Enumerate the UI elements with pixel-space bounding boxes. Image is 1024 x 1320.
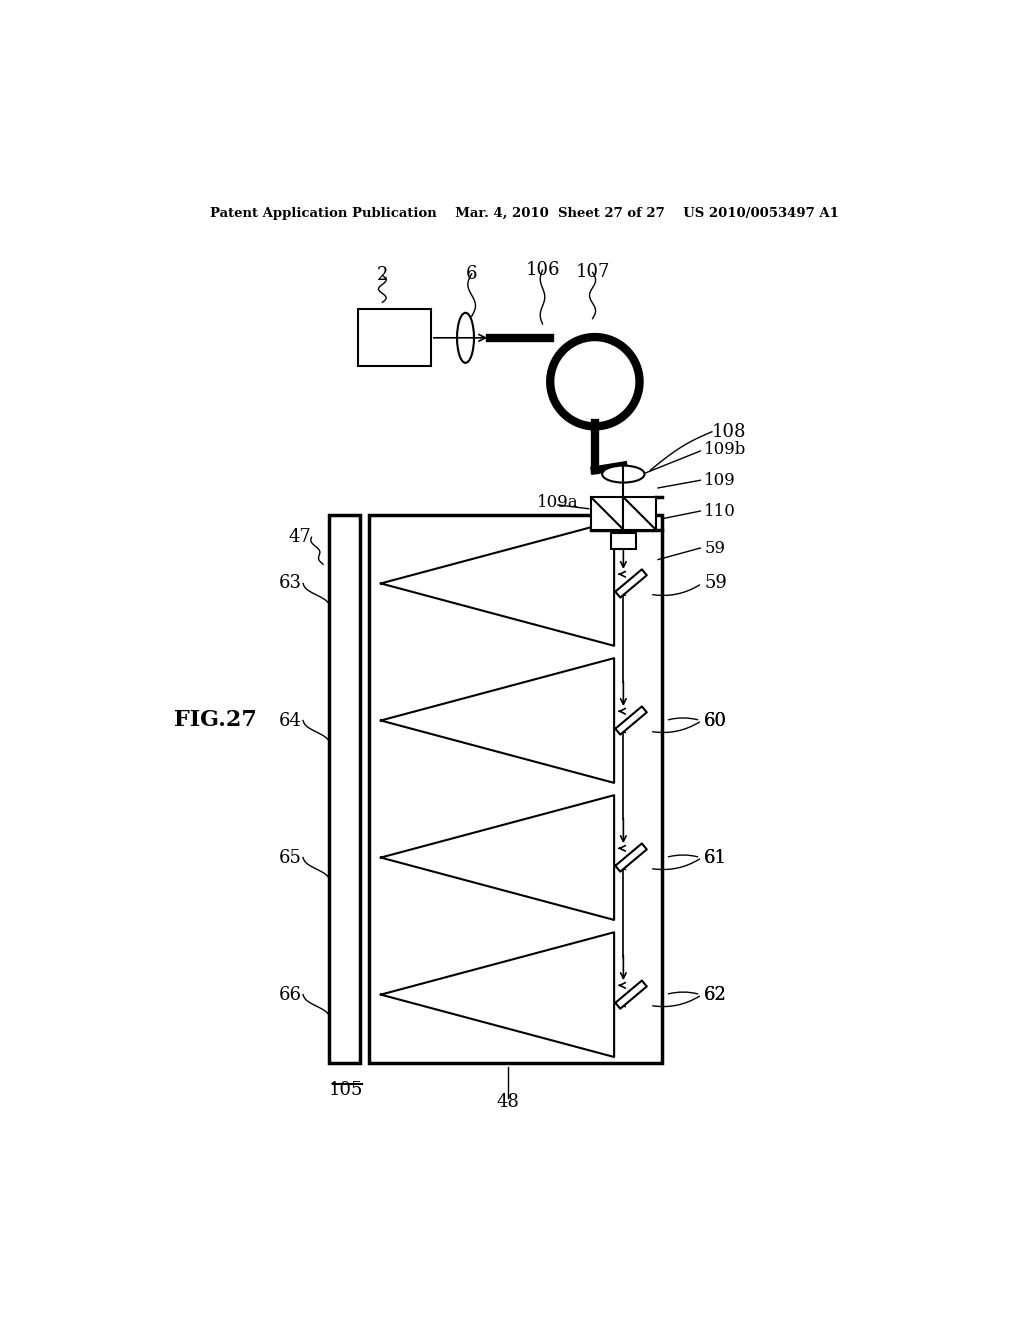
Text: 48: 48 <box>497 1093 519 1110</box>
Polygon shape <box>615 569 647 598</box>
Text: 110: 110 <box>705 503 736 520</box>
Text: 109a: 109a <box>538 494 579 511</box>
Text: Patent Application Publication    Mar. 4, 2010  Sheet 27 of 27    US 2010/005349: Patent Application Publication Mar. 4, 2… <box>210 207 840 220</box>
Polygon shape <box>615 706 647 735</box>
Bar <box>370 515 662 1063</box>
Text: 60: 60 <box>705 711 727 730</box>
Bar <box>624 498 655 529</box>
Bar <box>611 533 636 549</box>
Text: 105: 105 <box>329 1081 364 1100</box>
Text: 60: 60 <box>705 711 727 730</box>
Text: 59: 59 <box>705 574 727 593</box>
Bar <box>330 515 360 1063</box>
Polygon shape <box>615 981 647 1008</box>
Text: 61: 61 <box>705 849 727 866</box>
Polygon shape <box>615 843 647 871</box>
Text: 64: 64 <box>279 711 301 730</box>
Text: FIG.27: FIG.27 <box>174 710 257 731</box>
Text: 108: 108 <box>712 422 746 441</box>
Text: 66: 66 <box>279 986 301 1003</box>
Bar <box>591 498 624 529</box>
Text: 59: 59 <box>705 540 725 557</box>
Text: 109: 109 <box>705 471 736 488</box>
Text: 62: 62 <box>705 986 727 1003</box>
Text: 109b: 109b <box>705 441 746 458</box>
Text: 61: 61 <box>705 849 727 866</box>
Text: 62: 62 <box>705 986 727 1003</box>
Text: 63: 63 <box>279 574 301 593</box>
Text: 65: 65 <box>279 849 301 866</box>
Text: 47: 47 <box>289 528 311 546</box>
Text: 6: 6 <box>466 265 477 282</box>
Ellipse shape <box>602 466 644 483</box>
Bar <box>357 309 431 367</box>
Ellipse shape <box>457 313 474 363</box>
Text: 2: 2 <box>377 267 388 284</box>
Text: 106: 106 <box>525 261 560 279</box>
Text: 107: 107 <box>575 264 609 281</box>
